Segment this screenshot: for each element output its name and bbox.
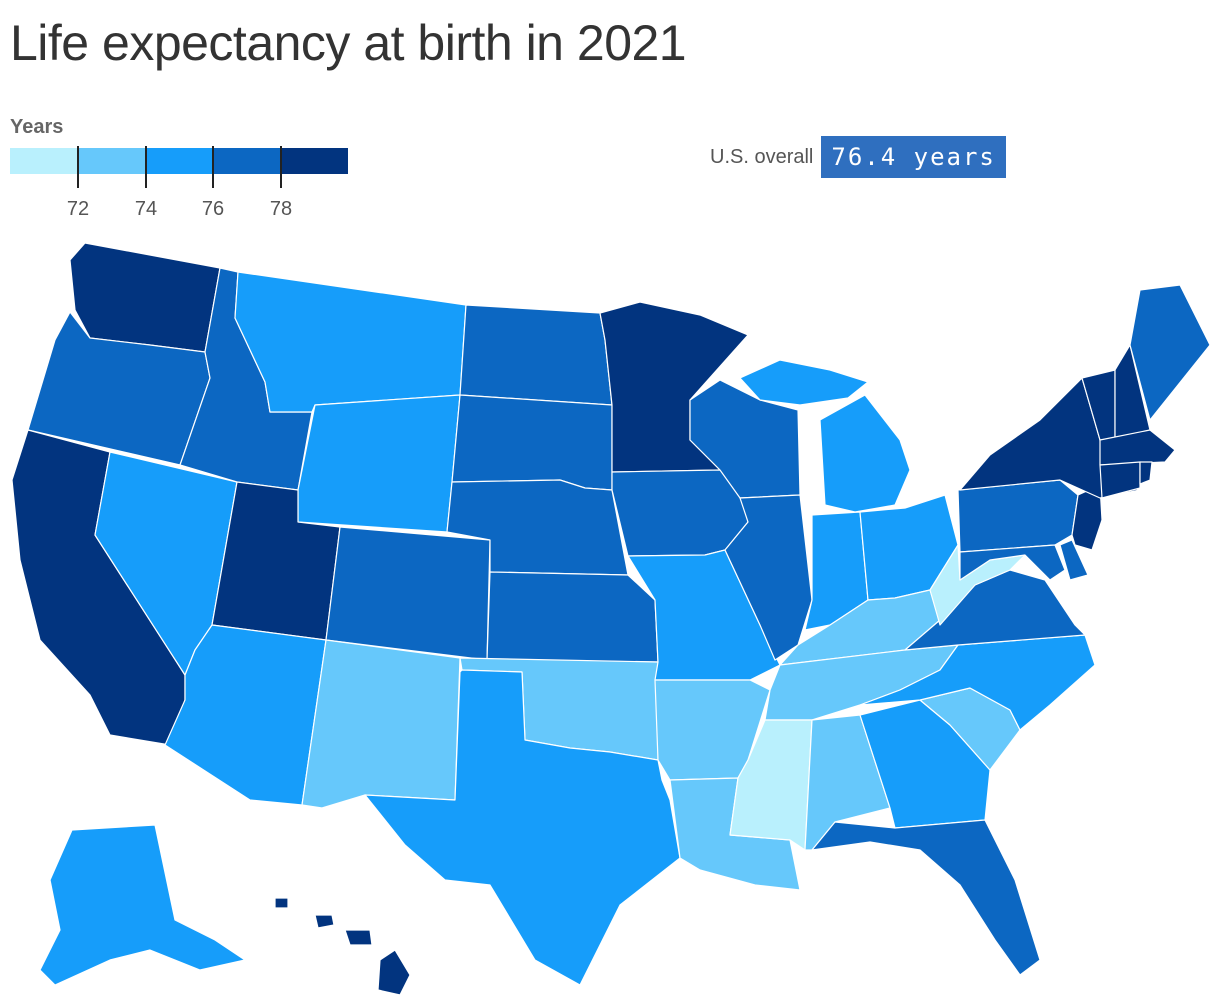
state-ct[interactable] xyxy=(1099,461,1141,499)
state-nc[interactable] xyxy=(859,634,1096,731)
legend-swatch-5 xyxy=(280,148,348,174)
legend-tick-label: 78 xyxy=(269,198,293,220)
state-wa[interactable] xyxy=(69,242,221,353)
state-sd[interactable] xyxy=(451,394,613,491)
state-mo[interactable] xyxy=(627,549,781,681)
state-hi-maui[interactable] xyxy=(344,929,373,946)
state-hi-kauai[interactable] xyxy=(274,897,289,909)
legend-tick xyxy=(280,146,282,188)
state-ri[interactable] xyxy=(1139,461,1153,485)
legend-tick-label: 72 xyxy=(66,198,90,220)
state-md[interactable] xyxy=(959,544,1066,581)
state-fl[interactable] xyxy=(811,819,1041,976)
legend-swatch-4 xyxy=(212,148,281,174)
legend-tick-label: 74 xyxy=(134,198,158,220)
legend-tick xyxy=(145,146,147,188)
legend-swatch-3 xyxy=(145,148,213,174)
state-il[interactable] xyxy=(724,494,813,661)
state-hi-oahu[interactable] xyxy=(314,914,335,929)
us-overall-callout: U.S. overall 76.4 years xyxy=(710,136,1006,178)
state-ks[interactable] xyxy=(486,571,659,663)
state-me[interactable] xyxy=(1129,284,1211,421)
state-ak[interactable] xyxy=(39,824,246,986)
state-tx[interactable] xyxy=(364,669,681,986)
state-mt[interactable] xyxy=(234,271,467,413)
legend-color-scale xyxy=(10,148,348,174)
legend-swatch-1 xyxy=(10,148,78,174)
state-mi[interactable] xyxy=(819,394,911,513)
state-ia[interactable] xyxy=(611,469,749,557)
legend-tick xyxy=(212,146,214,188)
us-overall-label: U.S. overall xyxy=(710,145,814,168)
state-pa[interactable] xyxy=(957,479,1079,553)
state-de[interactable] xyxy=(1059,539,1089,581)
state-nd[interactable] xyxy=(459,304,613,406)
state-wy[interactable] xyxy=(297,394,461,533)
legend-title: Years xyxy=(10,116,64,138)
us-overall-value: 76.4 years xyxy=(821,136,1006,178)
legend-swatch-2 xyxy=(77,148,146,174)
legend-tick-label: 76 xyxy=(201,198,225,220)
state-nm[interactable] xyxy=(301,639,461,809)
legend-tick xyxy=(77,146,79,188)
state-co[interactable] xyxy=(325,526,491,661)
page-title: Life expectancy at birth in 2021 xyxy=(10,15,687,71)
state-ma[interactable] xyxy=(1099,429,1176,466)
state-mi-upper[interactable] xyxy=(739,359,869,406)
state-hi[interactable] xyxy=(377,949,411,996)
